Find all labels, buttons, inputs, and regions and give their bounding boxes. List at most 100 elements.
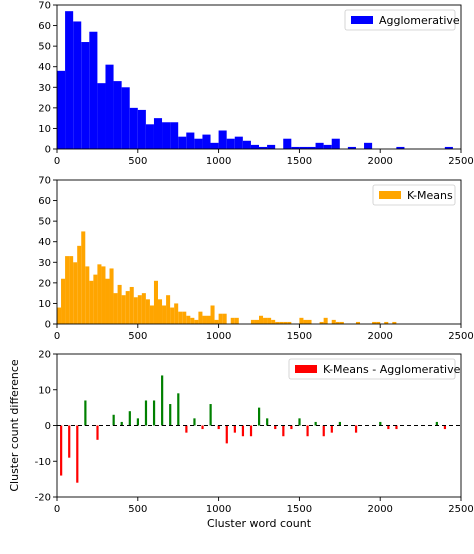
histogram-bar bbox=[57, 307, 62, 324]
histogram-bar bbox=[218, 313, 223, 324]
histogram-bar bbox=[307, 319, 312, 324]
y-tick-label: 20 bbox=[38, 350, 51, 361]
histogram-bar bbox=[153, 280, 158, 324]
histogram-bar bbox=[178, 311, 183, 324]
x-tick-label: 2500 bbox=[448, 504, 473, 515]
x-tick-label: 1000 bbox=[206, 504, 231, 515]
difference-bar bbox=[128, 411, 131, 426]
histogram-bar bbox=[141, 293, 146, 324]
histogram-bar bbox=[69, 256, 74, 324]
histogram-bar bbox=[186, 132, 195, 149]
difference-bar bbox=[338, 421, 341, 426]
histogram-bar bbox=[186, 315, 191, 324]
difference-bar bbox=[290, 425, 293, 430]
difference-bar bbox=[266, 418, 269, 426]
difference-bar bbox=[60, 425, 63, 476]
histogram-bar bbox=[339, 321, 344, 324]
histogram-bar bbox=[137, 295, 142, 324]
histogram-bar bbox=[384, 321, 389, 324]
x-tick-label: 0 bbox=[54, 331, 60, 342]
histogram-bar bbox=[444, 146, 453, 149]
difference-bar bbox=[120, 421, 123, 426]
histogram-bar bbox=[162, 305, 167, 324]
difference-bar bbox=[233, 425, 236, 433]
y-axis-label: Cluster count difference bbox=[8, 359, 21, 492]
histogram-bar bbox=[234, 136, 243, 149]
histogram-bar bbox=[194, 319, 199, 324]
difference-bar bbox=[169, 404, 172, 426]
histogram-bar bbox=[355, 321, 360, 324]
difference-bar bbox=[96, 425, 99, 440]
histogram-bar bbox=[254, 319, 259, 324]
x-tick-label: 500 bbox=[128, 504, 147, 515]
histogram-bar bbox=[396, 146, 405, 149]
histogram-bar bbox=[65, 256, 70, 324]
histogram-bar bbox=[299, 317, 304, 324]
histogram-bar bbox=[376, 321, 381, 324]
histogram-bar bbox=[145, 124, 154, 149]
legend-label: Agglomerative bbox=[379, 14, 460, 27]
y-tick-label: 10 bbox=[38, 124, 51, 135]
histogram-bar bbox=[101, 266, 106, 324]
difference-bar bbox=[435, 421, 438, 426]
histogram-bar bbox=[145, 299, 150, 324]
histogram-bar bbox=[210, 305, 215, 324]
histogram-bar bbox=[210, 142, 219, 149]
histogram-bar bbox=[57, 70, 66, 149]
histogram-bar bbox=[125, 291, 130, 324]
histogram-bar bbox=[129, 286, 134, 324]
legend-swatch bbox=[351, 16, 373, 24]
histogram-bar bbox=[85, 266, 90, 324]
y-tick-label: 30 bbox=[38, 258, 51, 269]
legend-label: K-Means - Agglomerative bbox=[323, 363, 461, 376]
histogram-bar bbox=[170, 307, 175, 324]
difference-bar bbox=[387, 425, 390, 430]
histogram-bar bbox=[170, 122, 179, 149]
histogram-bar bbox=[392, 321, 397, 324]
histogram-bar bbox=[178, 136, 187, 149]
histogram-bar bbox=[222, 313, 227, 324]
y-tick-label: 20 bbox=[38, 103, 51, 114]
histogram-bar bbox=[73, 21, 82, 149]
histogram-bar bbox=[259, 315, 264, 324]
axes-frame bbox=[56, 179, 462, 325]
x-tick-label: 1500 bbox=[287, 331, 312, 342]
difference-bar bbox=[84, 400, 87, 426]
difference-bar bbox=[241, 425, 245, 437]
histogram-bar bbox=[206, 315, 211, 324]
y-tick-label: 10 bbox=[38, 299, 51, 310]
difference-bar bbox=[152, 400, 156, 426]
histogram-bar bbox=[335, 321, 340, 324]
histogram-bar bbox=[121, 87, 130, 149]
x-tick-label: 2000 bbox=[367, 156, 392, 167]
y-tick-label: 70 bbox=[38, 176, 51, 187]
difference-bar bbox=[185, 425, 188, 433]
histogram-bar bbox=[331, 319, 336, 324]
legend-swatch bbox=[379, 191, 401, 199]
difference-bar bbox=[136, 418, 139, 426]
histogram-bar bbox=[149, 305, 154, 324]
x-tick-label: 2000 bbox=[367, 331, 392, 342]
y-tick-label: 10 bbox=[38, 385, 51, 396]
difference-bar bbox=[354, 425, 358, 433]
histogram-bar bbox=[158, 299, 163, 324]
y-tick-label: 50 bbox=[38, 217, 51, 228]
difference-bar bbox=[249, 425, 253, 437]
difference-bar bbox=[379, 421, 382, 426]
histogram-bar bbox=[267, 317, 272, 324]
histogram-bar bbox=[81, 231, 86, 324]
histogram-bar bbox=[105, 64, 114, 149]
histogram-bar bbox=[117, 284, 122, 324]
difference-bar bbox=[274, 425, 277, 430]
axes-frame bbox=[56, 4, 462, 150]
histogram-bar bbox=[291, 146, 300, 149]
histogram-bar bbox=[121, 295, 126, 324]
y-tick-label: 70 bbox=[38, 1, 51, 12]
histogram-bar bbox=[315, 142, 324, 149]
x-tick-label: 500 bbox=[128, 331, 147, 342]
histogram-bar bbox=[89, 31, 98, 150]
histogram-bar bbox=[372, 321, 377, 324]
histogram-bar bbox=[230, 317, 235, 324]
difference-bar bbox=[209, 404, 212, 426]
histogram-bar bbox=[133, 297, 138, 324]
